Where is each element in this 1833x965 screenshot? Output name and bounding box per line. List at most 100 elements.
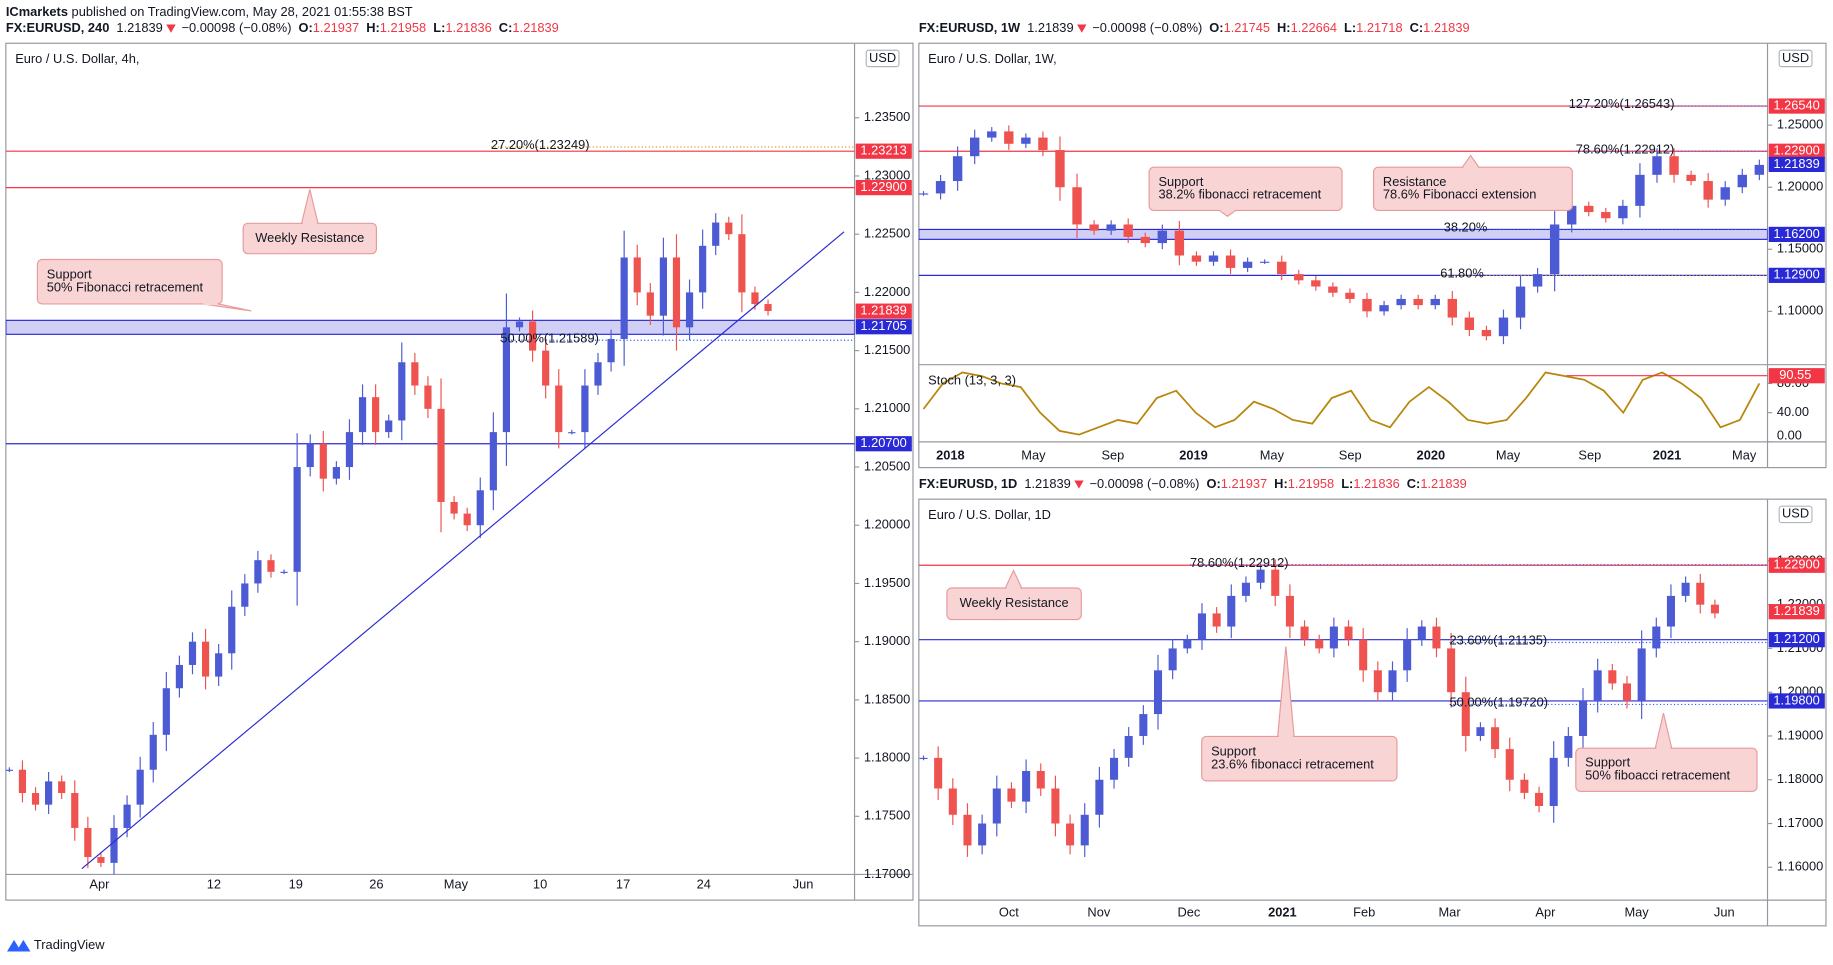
callout-text: Support <box>47 267 92 282</box>
last-price: 1.21839 <box>1024 477 1070 492</box>
y-tick-label: 1.23500 <box>864 109 910 124</box>
time-label: Sep <box>1101 447 1124 462</box>
fib-label: 127.20%(1.26543) <box>1569 96 1675 111</box>
candle-body <box>1567 205 1577 225</box>
candle-body <box>1271 569 1280 596</box>
price-label: 1.12900 <box>1773 267 1819 282</box>
y-tick-label: 1.25000 <box>1777 117 1823 132</box>
candle-body <box>1373 670 1382 693</box>
ohlc-value: 1.21958 <box>1288 477 1334 492</box>
callout-text: 50% fiboacci retracement <box>1585 768 1730 783</box>
callout-box <box>1148 166 1343 212</box>
candle-body <box>1072 187 1082 225</box>
candle-body <box>162 688 170 735</box>
candle-body <box>463 513 471 526</box>
candle-body <box>411 362 419 386</box>
plot <box>5 146 855 875</box>
y-tick-label: 1.22000 <box>864 284 910 299</box>
price-label-box <box>855 436 912 452</box>
candle-body <box>1417 626 1426 640</box>
price-label-box <box>1768 267 1825 283</box>
fib-label: 27.20%(1.23249) <box>491 137 590 152</box>
candle-body <box>672 257 681 328</box>
callout-text: 78.6% Fibonacci extension <box>1383 187 1537 202</box>
fib-label: 78.60%(1.22912) <box>1576 141 1675 156</box>
candle-body <box>123 804 131 828</box>
time-label: 2019 <box>1179 447 1208 462</box>
callout-text: Support <box>1158 174 1203 189</box>
price-label-box <box>855 180 912 196</box>
candle-body <box>1227 595 1236 627</box>
trendline <box>81 231 845 870</box>
candle-body <box>1608 670 1617 684</box>
callout-box <box>36 258 223 305</box>
candle-body <box>1106 224 1116 231</box>
y-tick-label: 1.18000 <box>864 749 910 764</box>
price-label: 1.26540 <box>1773 97 1819 112</box>
currency-box <box>865 49 900 68</box>
candle-body <box>489 432 497 491</box>
ohlc-value: 1.21836 <box>1353 477 1399 492</box>
y-tick-label: 1.18500 <box>864 691 910 706</box>
time-label: 12 <box>207 876 221 891</box>
callout-cover <box>302 222 317 225</box>
candle-body <box>1622 683 1632 701</box>
candle-body <box>97 857 105 863</box>
stoch-last-label: 90.55 <box>1779 367 1811 382</box>
time-label: 2021 <box>1268 904 1297 919</box>
candle-body <box>1329 626 1338 649</box>
candle-body <box>280 571 288 573</box>
candle-body <box>699 245 707 293</box>
ohlc-value: 1.21836 <box>445 21 491 36</box>
candle-body <box>502 327 511 433</box>
candle-body <box>725 222 733 235</box>
ohlc-value: 1.21958 <box>380 21 426 36</box>
symbol: FX:EURUSD, 1D <box>919 477 1017 492</box>
candle-body <box>659 257 667 316</box>
fib-label: 23.60%(1.21135) <box>1450 633 1548 648</box>
candle-body <box>1153 670 1163 715</box>
candle-body <box>555 385 563 433</box>
panel-header: FX:EURUSD, 1W 1.21839 −0.00098 (−0.08%) O:1… <box>919 21 1470 36</box>
price-label-box <box>1768 226 1825 242</box>
price-label-box <box>1768 156 1825 173</box>
candle-body <box>581 385 589 433</box>
candle-body <box>1208 255 1219 262</box>
ohlc-value: 1.21718 <box>1356 21 1402 36</box>
candle-body <box>1413 298 1423 306</box>
ohlc-key: H: <box>1274 477 1288 492</box>
candle-body <box>18 769 27 794</box>
price-label: 1.22900 <box>1773 557 1819 572</box>
time-label: Sep <box>1339 447 1362 462</box>
candle-body <box>568 432 576 434</box>
candle-body <box>1359 639 1368 671</box>
time-label: 2021 <box>1653 447 1682 462</box>
candle-body <box>110 827 118 863</box>
candle-body <box>1520 779 1529 793</box>
callout-text: 38.2% fibonacci retracement <box>1158 187 1321 202</box>
candle-body <box>1696 582 1705 605</box>
candle-body <box>1686 174 1696 182</box>
change: −0.00098 (−0.08%) <box>1092 21 1202 36</box>
candle-body <box>1481 329 1492 337</box>
candle-body <box>385 420 393 433</box>
price-label: 1.23213 <box>860 143 906 158</box>
footer-brand: TradingView <box>34 937 105 952</box>
price-label-box <box>1768 557 1825 573</box>
candle-body <box>919 757 928 760</box>
last-price: 1.21839 <box>116 21 162 36</box>
candle-body <box>175 664 184 689</box>
callout-box <box>1201 735 1398 782</box>
callout-cover <box>1278 735 1293 738</box>
candle-body <box>306 443 314 468</box>
price-label-box <box>855 319 912 335</box>
candle-body <box>987 131 997 138</box>
candle-body <box>267 560 275 572</box>
candle-body <box>1110 757 1119 780</box>
callout-cover <box>1006 586 1021 590</box>
candle-body <box>1300 626 1309 640</box>
candle-body <box>71 793 79 828</box>
candle-body <box>607 338 615 363</box>
panel-frame <box>918 42 1827 469</box>
time-label: Oct <box>999 904 1019 919</box>
